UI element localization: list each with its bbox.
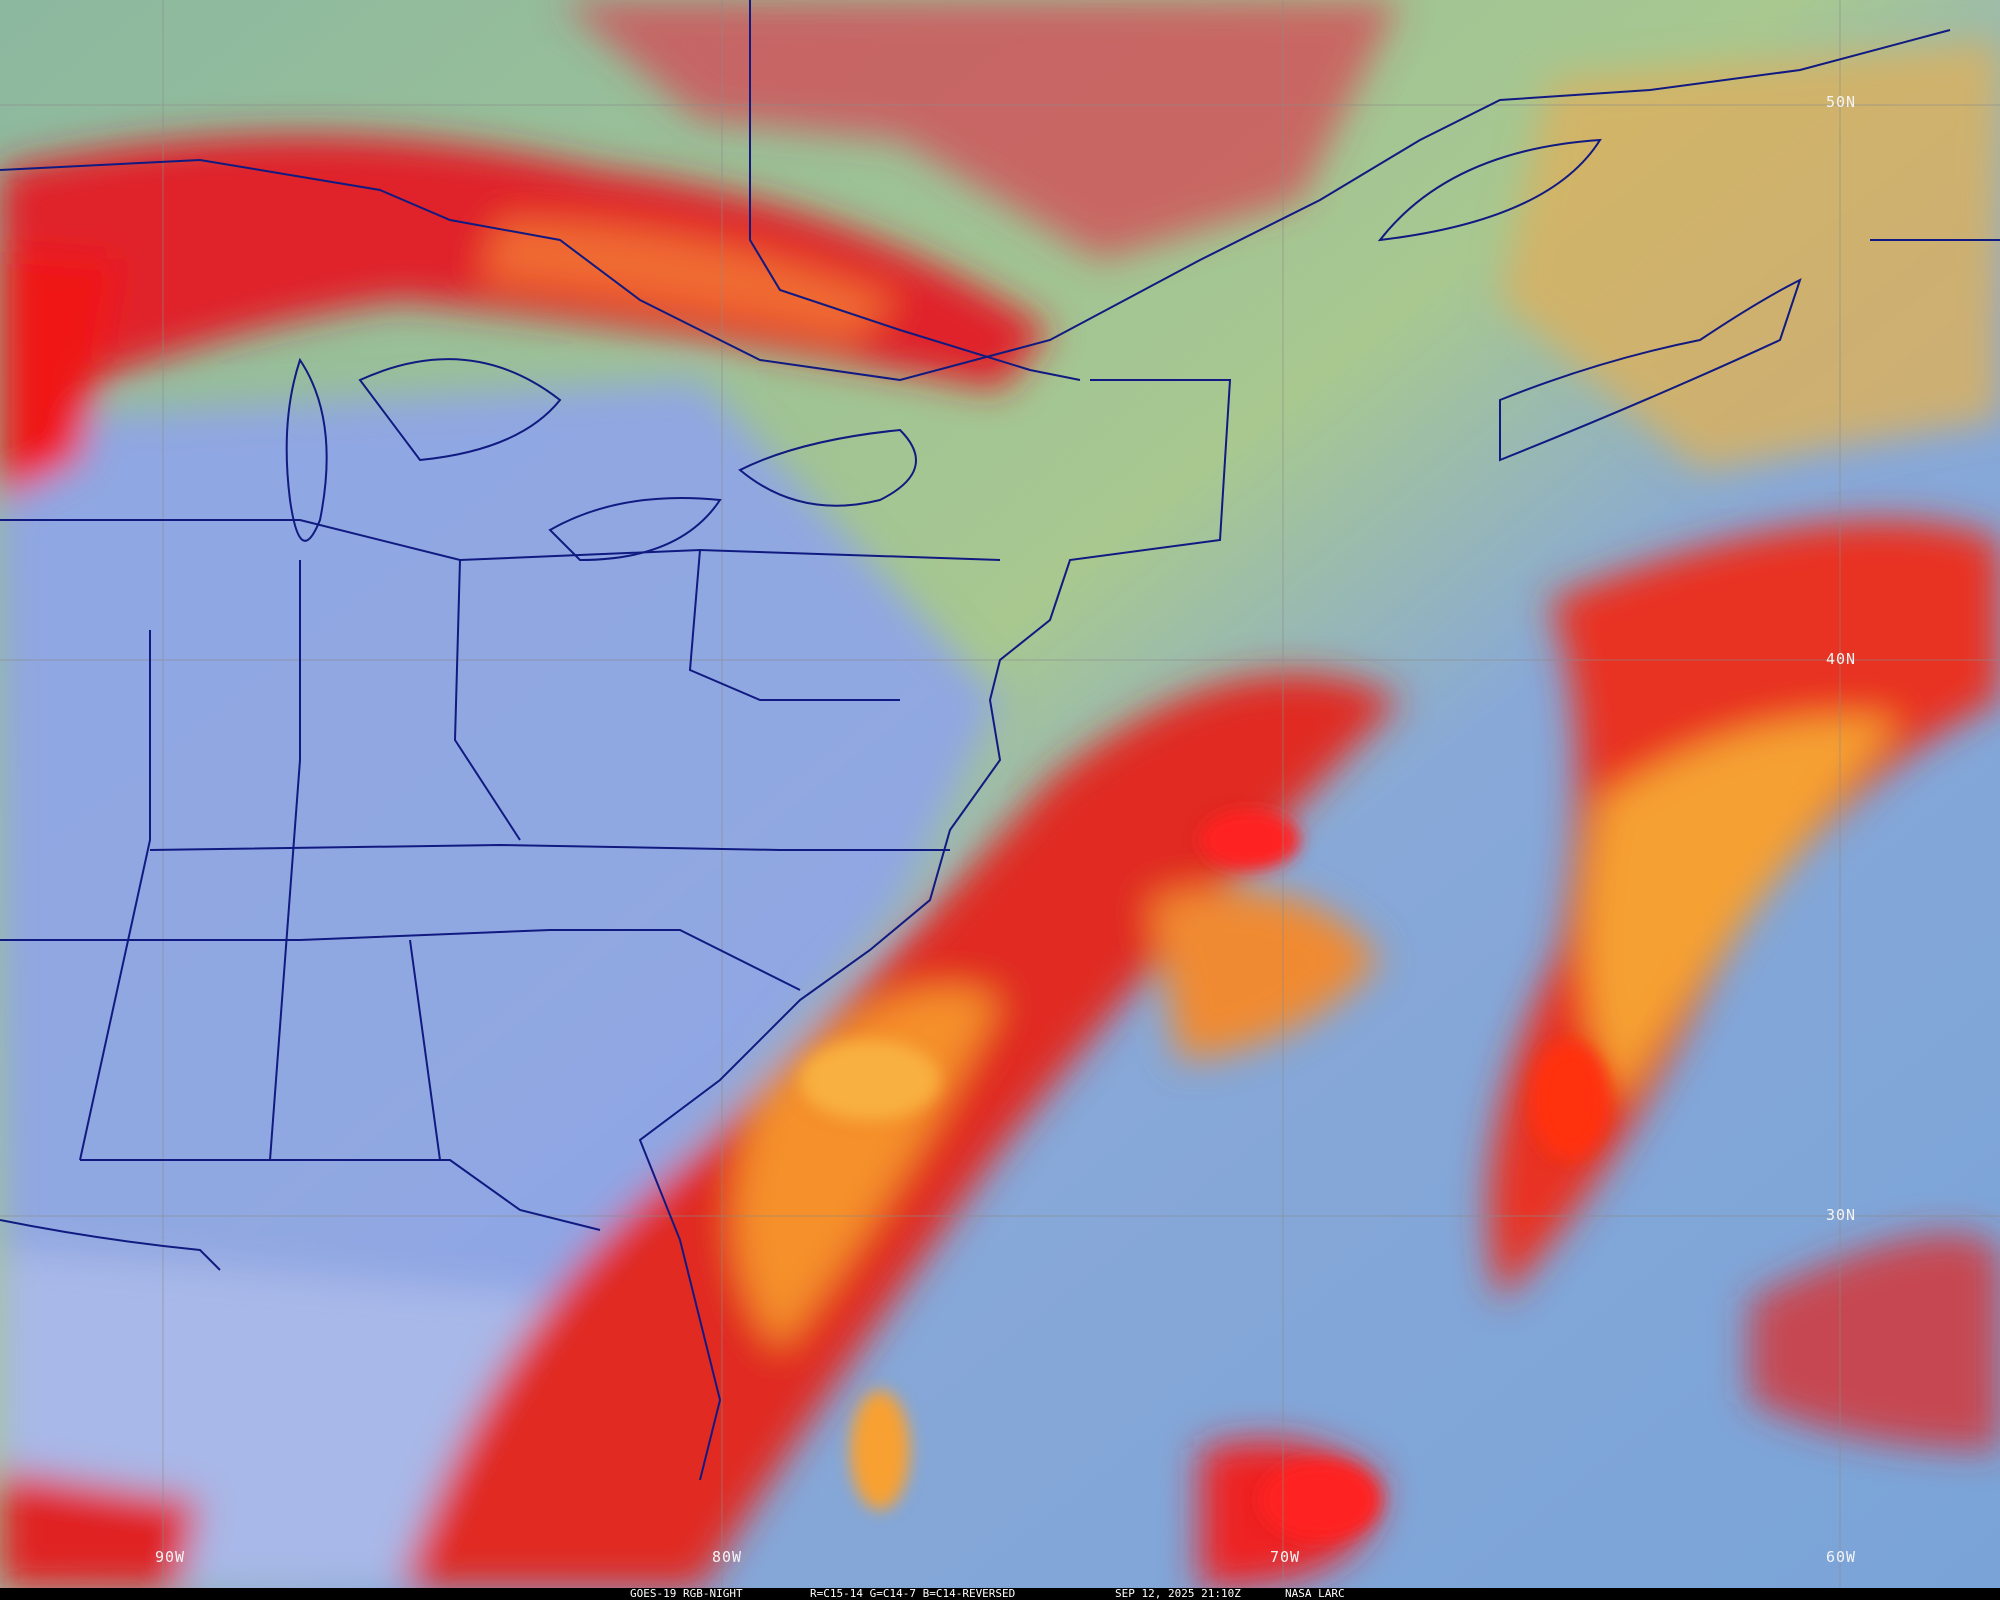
lon-label-80w: 80W (712, 1548, 743, 1566)
timestamp: SEP 12, 2025 21:10Z (1115, 1587, 1241, 1600)
lon-label-60w: 60W (1826, 1548, 1857, 1566)
product-name: GOES-19 RGB-NIGHT (630, 1587, 743, 1600)
credit: NASA LARC (1285, 1587, 1345, 1600)
lat-label-50n: 50N (1826, 93, 1857, 111)
lon-label-70w: 70W (1270, 1548, 1301, 1566)
lon-label-90w: 90W (155, 1548, 186, 1566)
caption-bar: GOES-19 RGB-NIGHT R=C15-14 G=C14-7 B=C14… (0, 1588, 2000, 1600)
lat-label-30n: 30N (1826, 1206, 1857, 1224)
channel-recipe: R=C15-14 G=C14-7 B=C14-REVERSED (810, 1587, 1016, 1600)
cloud-cells (800, 810, 1610, 1540)
political-boundaries (0, 0, 2000, 1481)
lat-label-40n: 40N (1826, 650, 1857, 668)
